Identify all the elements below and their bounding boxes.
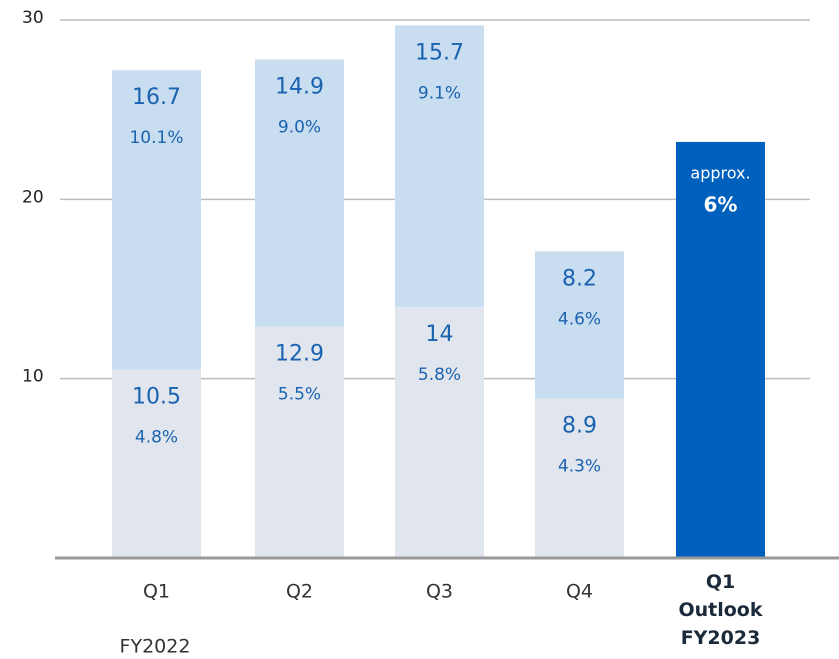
y-tick-label: 10 xyxy=(22,367,44,387)
x-tick-label-line: Q1 xyxy=(706,571,735,593)
y-tick-label: 30 xyxy=(22,8,44,28)
value-label: 8.9 xyxy=(562,413,597,438)
percent-label: 10.1% xyxy=(129,128,183,148)
value-label: 14.9 xyxy=(275,74,324,99)
bar-segment xyxy=(535,251,624,399)
x-tick-label: Q4 xyxy=(566,581,593,603)
value-label: 12.9 xyxy=(275,342,324,367)
x-tick-label: Q1 xyxy=(143,581,170,603)
value-label: 6% xyxy=(704,192,738,216)
percent-label: 9.0% xyxy=(278,117,321,137)
percent-label: 4.6% xyxy=(558,309,601,329)
x-tick-label: Q1 Outlook FY2023 xyxy=(678,571,762,649)
value-label: 14 xyxy=(426,322,454,347)
x-tick-label-line: Outlook xyxy=(678,599,762,621)
bar-segment xyxy=(395,306,484,558)
x-tick-label-line: FY2023 xyxy=(681,627,761,649)
bar-segment xyxy=(676,141,765,559)
bar-segment xyxy=(255,59,344,327)
bar-segment xyxy=(535,398,624,558)
percent-label: 5.5% xyxy=(278,385,321,405)
percent-label: 9.1% xyxy=(418,83,461,103)
note-label: approx. xyxy=(690,163,750,182)
percent-label: 4.8% xyxy=(135,428,178,448)
value-label: 10.5 xyxy=(132,385,181,410)
y-tick-label: 20 xyxy=(22,187,44,207)
percent-label: 4.3% xyxy=(558,456,601,476)
x-tick-label: Q2 xyxy=(286,581,313,603)
period-label: FY2022 xyxy=(120,636,191,658)
bar-segment xyxy=(255,326,344,558)
bar-segment xyxy=(395,25,484,307)
value-label: 8.2 xyxy=(562,266,597,291)
bar-segment xyxy=(112,70,201,370)
value-label: 16.7 xyxy=(132,85,181,110)
percent-label: 5.8% xyxy=(418,365,461,385)
value-label: 15.7 xyxy=(415,40,464,65)
bar-segment xyxy=(112,369,201,558)
x-tick-label: Q3 xyxy=(426,581,453,603)
